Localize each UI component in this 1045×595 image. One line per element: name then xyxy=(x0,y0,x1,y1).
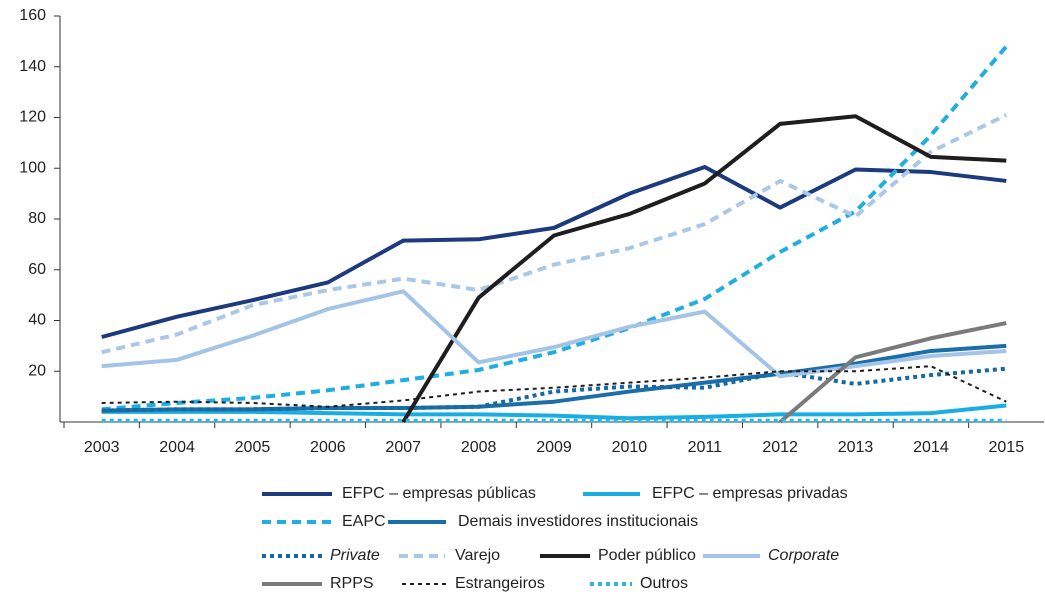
y-tick-label: 40 xyxy=(28,312,46,329)
x-tick-label: 2004 xyxy=(159,439,195,456)
series-line xyxy=(101,164,1007,339)
series-line xyxy=(101,343,1007,413)
series-line xyxy=(101,403,1007,421)
series-line xyxy=(101,289,1007,379)
legend-label: Poder público xyxy=(598,547,696,564)
legend-label: EFPC – empresas públicas xyxy=(342,485,536,502)
legend-label: EFPC – empresas privadas xyxy=(652,485,848,502)
series-line xyxy=(101,113,1008,355)
x-tick-label: 2009 xyxy=(536,439,572,456)
x-tick-label: 2013 xyxy=(838,439,874,456)
y-tick-label: 80 xyxy=(28,210,46,227)
legend-label: Demais investidores institucionais xyxy=(458,513,698,530)
x-tick-label: 2005 xyxy=(235,439,271,456)
x-tick-label: 2014 xyxy=(913,439,949,456)
series-line xyxy=(401,114,1007,424)
x-tick-label: 2010 xyxy=(612,439,648,456)
series-line xyxy=(101,45,1008,412)
legend-label: Estrangeiros xyxy=(455,575,545,592)
legend-label: Private xyxy=(330,547,380,564)
legend-label: EAPC xyxy=(342,513,386,530)
y-tick-label: 140 xyxy=(19,58,46,75)
x-tick-label: 2007 xyxy=(385,439,421,456)
x-tick-label: 2003 xyxy=(84,439,120,456)
x-tick-label: 2006 xyxy=(310,439,346,456)
legend-label: Corporate xyxy=(768,547,839,564)
y-tick-label: 60 xyxy=(28,261,46,278)
x-tick-label: 2012 xyxy=(762,439,798,456)
legend-label: Outros xyxy=(640,575,688,592)
y-tick-label: 100 xyxy=(19,159,46,176)
legend-label: RPPS xyxy=(330,575,374,592)
y-tick-label: 160 xyxy=(19,7,46,24)
y-tick-label: 120 xyxy=(19,109,46,126)
legend-label: Varejo xyxy=(455,547,500,564)
x-tick-label: 2015 xyxy=(989,439,1025,456)
x-tick-label: 2011 xyxy=(688,439,723,456)
y-tick-label: 20 xyxy=(28,362,46,379)
series-line xyxy=(778,321,1007,424)
series-line xyxy=(101,366,1007,413)
series-line xyxy=(101,365,1007,408)
x-tick-label: 2008 xyxy=(461,439,497,456)
